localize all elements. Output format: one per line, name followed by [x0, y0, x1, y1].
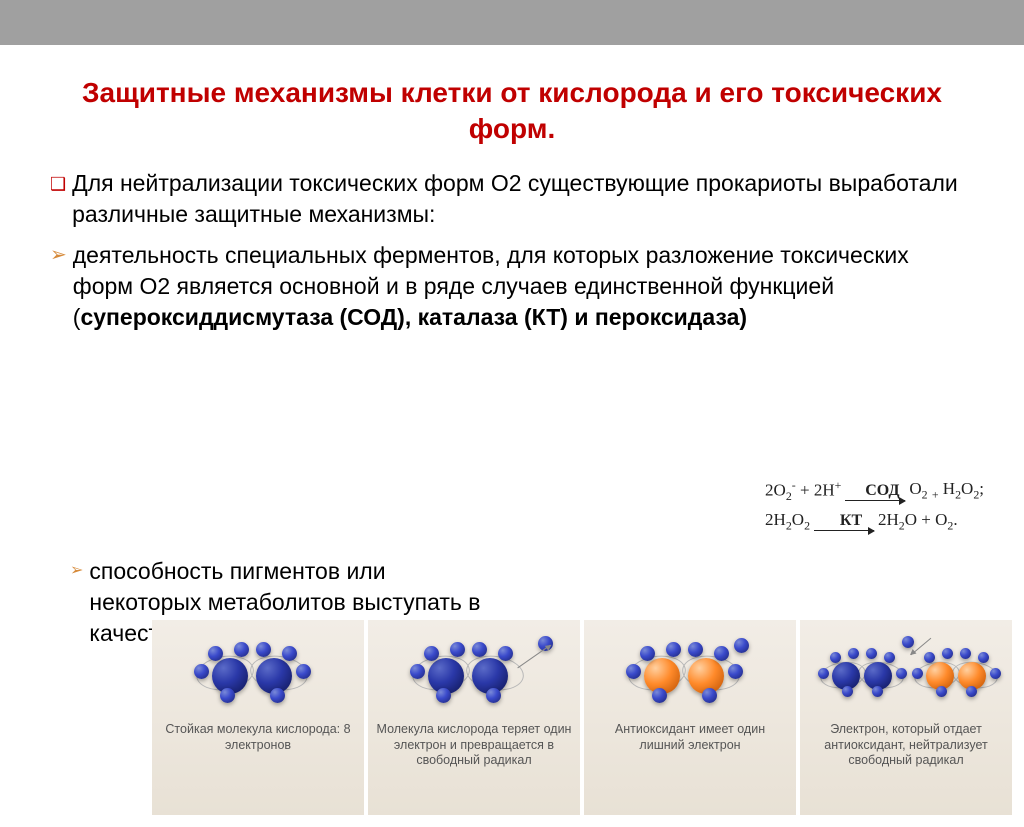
caption-2: Молекула кислорода теряет один электрон … [368, 718, 580, 769]
arrow-bullet-icon: ➢ [70, 560, 83, 649]
reaction-arrow-icon [845, 500, 905, 501]
caption-3: Антиоксидант имеет один лишний электрон [584, 718, 796, 753]
enzyme-bullet: ➢ деятельность специальных ферментов, дл… [50, 240, 974, 333]
diagram-col-3: Антиоксидант имеет один лишний электрон [584, 620, 796, 815]
kt-label: КТ [840, 512, 862, 530]
kt-lhs: 2H2O2 [765, 510, 810, 533]
square-bullet-icon: ❑ [50, 172, 66, 230]
sod-label: СОД [865, 482, 899, 500]
kt-rhs: 2H2O + O2. [878, 510, 958, 533]
slide-title: Защитные механизмы клетки от кислорода и… [0, 45, 1024, 168]
enzyme-bold: супероксиддисмутаза (СОД), каталаза (КТ)… [80, 304, 747, 330]
enzyme-text: деятельность специальных ферментов, для … [73, 240, 974, 333]
caption-1: Стойкая молекула кислорода: 8 электронов [152, 718, 364, 753]
antioxidant-diagram: Стойкая молекула кислорода: 8 электронов… [152, 620, 1012, 815]
molecule-stable-o2 [152, 628, 364, 718]
intro-bullet: ❑ Для нейтрализации токсических форм О2 … [50, 168, 974, 230]
intro-text: Для нейтрализации токсических форм О2 су… [72, 168, 974, 230]
reaction-arrow-icon [814, 530, 874, 531]
molecule-free-radical [368, 628, 580, 718]
content-area: ❑ Для нейтрализации токсических форм О2 … [0, 168, 1024, 333]
molecule-antioxidant [584, 628, 796, 718]
equation-sod: 2O2- + 2H+ СОД O2 + H2O2; [765, 478, 984, 504]
sod-rhs: O2 + H2O2; [909, 479, 984, 502]
caption-4: Электрон, который отдает антиоксидант, н… [800, 718, 1012, 769]
diagram-col-2: Молекула кислорода теряет один электрон … [368, 620, 580, 815]
molecule-neutralized [800, 628, 1012, 718]
sod-lhs: 2O2- + 2H+ [765, 478, 841, 504]
top-bar [0, 0, 1024, 45]
arrow-bullet-icon: ➢ [50, 242, 67, 333]
equation-kt: 2H2O2 КТ 2H2O + O2. [765, 510, 984, 533]
diagram-col-1: Стойкая молекула кислорода: 8 электронов [152, 620, 364, 815]
diagram-col-4: Электрон, который отдает антиоксидант, н… [800, 620, 1012, 815]
equations-block: 2O2- + 2H+ СОД O2 + H2O2; 2H2O2 КТ 2H2O … [765, 478, 984, 539]
